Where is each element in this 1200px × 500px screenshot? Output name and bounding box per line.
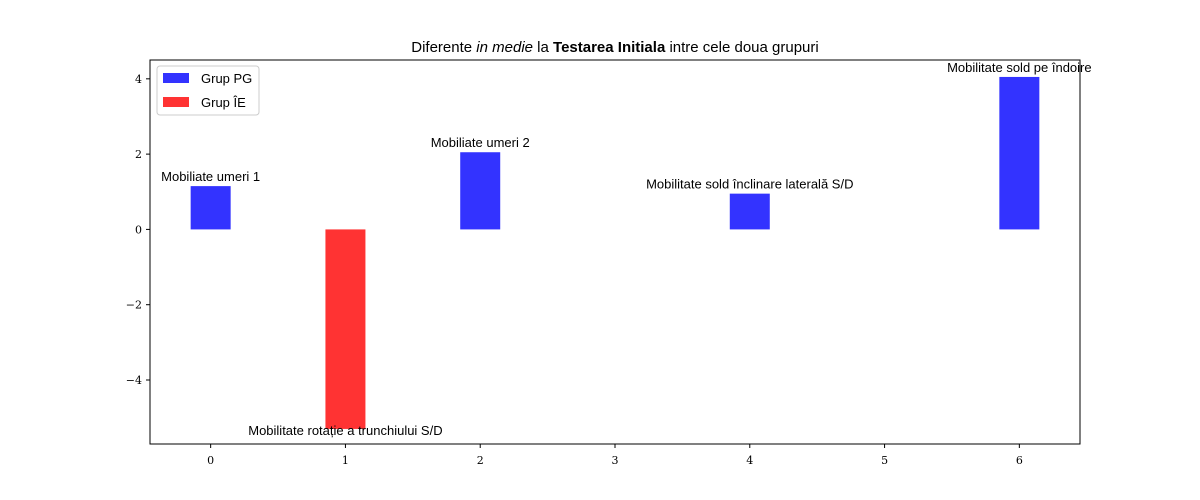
legend-swatch — [163, 73, 189, 83]
y-tick-label: −4 — [126, 374, 142, 387]
y-tick-label: 4 — [135, 73, 142, 86]
legend: Grup PG Grup ÎE — [156, 65, 260, 116]
bar-label: Mobilitate rotație a trunchiului S/D — [248, 423, 442, 438]
legend-swatch — [163, 97, 189, 107]
title-italic: in medie — [476, 39, 533, 56]
bar-label: Mobiliate umeri 2 — [431, 135, 530, 150]
bar — [460, 152, 501, 230]
x-tick-label: 3 — [612, 454, 619, 467]
y-tick-label: 2 — [135, 148, 142, 161]
x-tick-label: 4 — [746, 454, 753, 467]
y-tick-label: 0 — [135, 223, 142, 236]
x-tick-label: 2 — [477, 454, 484, 467]
bar — [325, 229, 366, 429]
title-bold: Testarea Initiala — [553, 39, 666, 56]
bar — [999, 76, 1040, 230]
bar — [190, 186, 231, 230]
x-tick-label: 1 — [342, 454, 349, 467]
legend-label: Grup ÎE — [201, 95, 246, 110]
bar-label: Mobilitate sold înclinare laterală S/D — [646, 177, 853, 192]
plot-area: Mobiliate umeri 1 Mobilitate rotație a tr… — [126, 60, 1092, 467]
x-tick-label: 0 — [207, 454, 214, 467]
x-tick-label: 6 — [1016, 454, 1023, 467]
legend-label: Grup PG — [201, 71, 252, 86]
y-tick-label: −2 — [126, 299, 142, 312]
chart-title: Diferente in medie la Testarea Initiala … — [411, 39, 818, 56]
title-middle: la — [533, 39, 553, 56]
title-suffix: intre cele doua grupuri — [665, 39, 818, 56]
x-tick-label: 5 — [881, 454, 888, 467]
bar — [729, 193, 770, 230]
title-prefix: Diferente — [411, 39, 476, 56]
bar-label: Mobilitate sold pe îndoire — [947, 60, 1092, 75]
axes-frame — [149, 59, 1081, 445]
bar-label: Mobiliate umeri 1 — [161, 169, 260, 184]
